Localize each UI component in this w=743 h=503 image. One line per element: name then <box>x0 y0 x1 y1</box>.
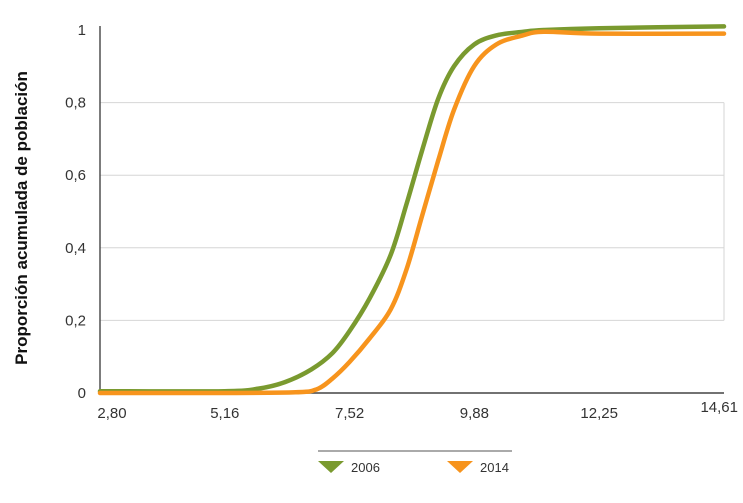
y-tick-label: 0 <box>78 385 86 402</box>
x-tick-label: 14,61 <box>700 399 738 416</box>
legend-marker-2006 <box>318 461 344 473</box>
y-tick-label: 0,2 <box>65 312 86 329</box>
grid-lines <box>100 102 725 321</box>
legend-marker-2014 <box>447 461 473 473</box>
y-tick-labels: 0 0,2 0,4 0,6 0,8 1 <box>65 22 86 402</box>
legend: 2006 2014 <box>318 450 512 475</box>
y-tick-label: 1 <box>78 22 86 39</box>
x-tick-labels: 2,80 5,16 7,52 9,88 12,25 14,61 <box>97 399 738 422</box>
x-tick-label: 2,80 <box>97 405 126 422</box>
axes <box>99 26 724 394</box>
legend-label-2014: 2014 <box>480 460 509 475</box>
series-line-2014 <box>97 29 727 396</box>
y-tick-label: 0,6 <box>65 167 86 184</box>
y-tick-label: 0,4 <box>65 240 86 257</box>
y-axis-label: Proporción acumulada de población <box>12 71 31 365</box>
x-tick-label: 7,52 <box>335 405 364 422</box>
y-tick-label: 0,8 <box>65 95 86 112</box>
x-tick-label: 12,25 <box>580 405 618 422</box>
series-lines <box>97 24 727 396</box>
x-tick-label: 5,16 <box>210 405 239 422</box>
series-line-2006 <box>97 24 727 394</box>
x-tick-label: 9,88 <box>460 405 489 422</box>
legend-label-2006: 2006 <box>351 460 380 475</box>
